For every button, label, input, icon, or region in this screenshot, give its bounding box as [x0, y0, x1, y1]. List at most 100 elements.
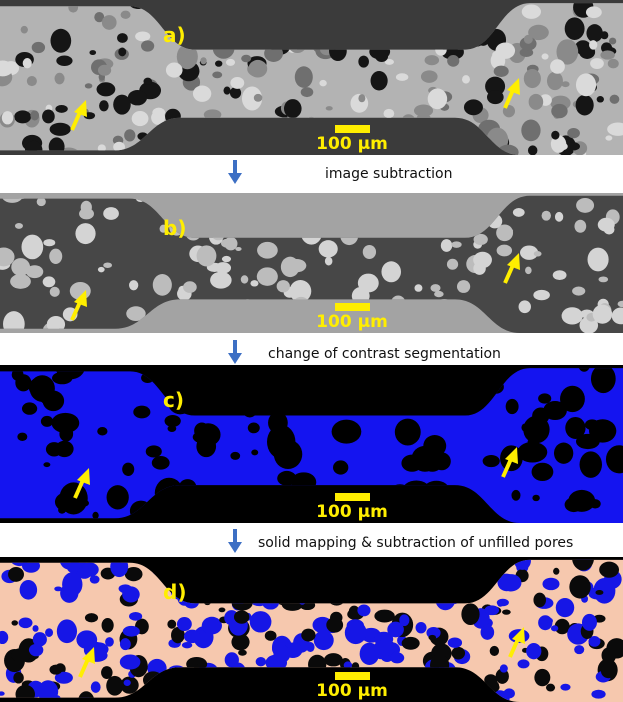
- grain: [565, 17, 585, 40]
- grain: [11, 648, 30, 662]
- grain: [129, 280, 138, 290]
- grain: [585, 419, 599, 430]
- grain: [550, 59, 565, 73]
- step-arrowhead: [228, 353, 242, 364]
- grain: [411, 446, 438, 472]
- grain: [129, 612, 142, 621]
- grain: [595, 590, 603, 595]
- grain: [538, 393, 551, 403]
- grain: [534, 251, 542, 256]
- grain: [248, 423, 260, 434]
- grain: [50, 123, 71, 136]
- panel: c)100 µm: [0, 356, 623, 527]
- step-arrowhead: [228, 173, 242, 184]
- grain: [55, 105, 67, 113]
- grain: [25, 141, 43, 160]
- panel-label: b): [163, 216, 186, 240]
- grain: [461, 603, 479, 625]
- grain: [56, 56, 72, 66]
- grain: [319, 240, 338, 257]
- grain: [57, 619, 77, 643]
- grain: [582, 614, 597, 631]
- grain: [75, 223, 95, 244]
- step-caption: image subtraction: [325, 166, 452, 182]
- grain: [165, 415, 181, 427]
- grain: [374, 640, 396, 656]
- grain: [85, 613, 98, 622]
- grain: [518, 659, 530, 668]
- grain: [524, 35, 533, 44]
- grain: [234, 610, 249, 623]
- grain: [396, 73, 408, 81]
- grain: [77, 567, 91, 579]
- grain: [560, 386, 585, 412]
- grain: [333, 460, 348, 474]
- grain: [586, 6, 602, 18]
- grain: [429, 635, 437, 640]
- grain: [525, 267, 532, 274]
- panel-label: d): [163, 580, 186, 604]
- grain: [357, 605, 370, 617]
- panel-label: c): [163, 388, 184, 412]
- grain: [92, 512, 98, 519]
- grain: [230, 452, 240, 460]
- grain: [425, 55, 439, 65]
- grain: [230, 77, 244, 89]
- grain: [120, 638, 131, 650]
- grain: [13, 672, 23, 684]
- grain: [358, 56, 369, 68]
- grain: [390, 652, 404, 663]
- grain: [22, 402, 37, 414]
- grain: [49, 665, 62, 675]
- grain: [574, 645, 584, 654]
- grain: [500, 664, 508, 672]
- grain: [103, 262, 112, 267]
- grain: [533, 290, 550, 300]
- grain: [332, 420, 362, 444]
- grain: [124, 680, 131, 686]
- grain: [473, 252, 492, 268]
- grain: [551, 131, 559, 140]
- grain: [3, 311, 25, 337]
- grain: [572, 286, 585, 295]
- grain: [184, 630, 201, 644]
- scale-bar-label: 100 µm: [316, 312, 388, 332]
- grain: [284, 99, 302, 118]
- grain: [324, 653, 343, 666]
- grain: [106, 676, 123, 696]
- grain: [363, 245, 376, 259]
- grain: [54, 586, 62, 591]
- grain: [50, 287, 60, 297]
- grain: [241, 55, 251, 62]
- grain: [371, 71, 388, 90]
- grain: [551, 625, 558, 631]
- grain: [102, 15, 117, 30]
- grain: [326, 617, 343, 632]
- grain: [153, 274, 172, 296]
- grain: [528, 145, 537, 155]
- grain: [597, 96, 604, 103]
- grain: [274, 440, 302, 469]
- grain: [133, 406, 150, 419]
- grain: [21, 235, 43, 260]
- grain: [599, 276, 609, 282]
- grain: [235, 247, 241, 251]
- grain: [21, 26, 28, 34]
- grain: [55, 441, 73, 457]
- grain: [497, 599, 509, 607]
- grain: [452, 647, 466, 660]
- grain: [45, 628, 53, 637]
- scale-bar: [335, 125, 370, 133]
- grain: [102, 618, 114, 633]
- grain: [183, 281, 197, 293]
- grain: [601, 31, 609, 39]
- panel-label: a): [163, 23, 186, 47]
- grain: [141, 40, 154, 51]
- grain: [506, 399, 519, 414]
- grain: [273, 645, 290, 663]
- grain: [197, 245, 217, 266]
- grain: [604, 225, 615, 235]
- grain: [576, 198, 594, 213]
- grain: [167, 620, 176, 629]
- grain: [221, 273, 228, 279]
